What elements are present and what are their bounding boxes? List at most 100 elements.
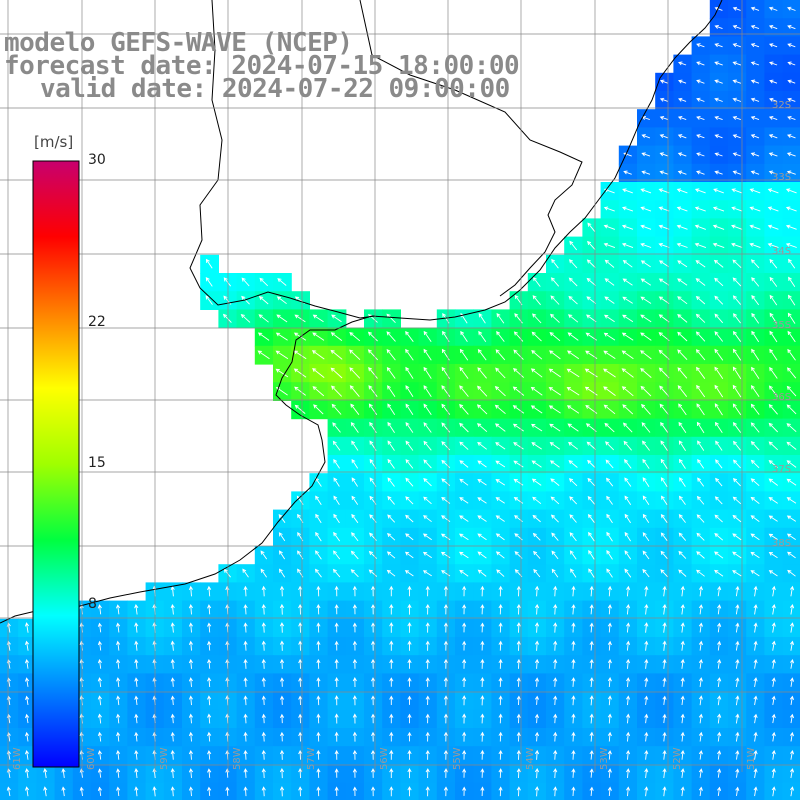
wind-arrow (441, 515, 451, 522)
wind-arrow (259, 277, 269, 287)
wind-cell (782, 436, 800, 456)
wind-arrow (769, 348, 778, 361)
wind-arrow (696, 403, 705, 416)
wind-arrow (732, 79, 742, 84)
wind-arrow (732, 115, 741, 121)
wind-arrow (496, 569, 505, 577)
wind-arrow (750, 97, 760, 102)
wind-arrow (624, 513, 631, 524)
wind-arrow (717, 786, 722, 796)
wind-arrow (516, 658, 521, 669)
wind-arrow (170, 640, 175, 651)
wind-arrow (24, 677, 30, 687)
wind-arrow (732, 43, 741, 48)
wind-arrow (624, 459, 632, 469)
wind-arrow (407, 695, 412, 705)
wind-arrow (261, 640, 266, 651)
wind-arrow (97, 768, 102, 778)
colorbar-unit: [m/s] (34, 133, 74, 151)
wind-arrow (604, 422, 615, 433)
wind-arrow (315, 531, 322, 542)
wind-arrow (551, 568, 559, 578)
wind-arrow (425, 585, 430, 597)
wind-arrow (513, 460, 524, 468)
wind-arrow (732, 295, 742, 305)
wind-arrow (644, 786, 649, 797)
wind-arrow (698, 658, 703, 669)
wind-arrow (676, 224, 688, 230)
wind-arrow (513, 478, 524, 486)
wind-arrow (350, 403, 360, 415)
wind-arrow (753, 585, 758, 597)
wind-arrow (714, 295, 724, 305)
wind-arrow (662, 677, 667, 687)
wind-arrow (712, 224, 725, 230)
wind-arrow (771, 658, 776, 669)
wind-arrow (714, 61, 723, 66)
wind-arrow (548, 368, 561, 378)
wind-arrow (626, 640, 631, 651)
wind-arrow (696, 115, 705, 121)
valid-date: valid date: 2024-07-22 09:00:00 (40, 74, 510, 104)
wind-arrow (389, 695, 394, 705)
wind-arrow (459, 497, 469, 504)
longitude-label: 60W (86, 747, 97, 770)
wind-arrow (407, 731, 412, 742)
wind-arrow (640, 332, 652, 341)
wind-arrow (751, 312, 760, 324)
wind-arrow (333, 550, 341, 560)
wind-arrow (352, 749, 357, 760)
wind-arrow (116, 786, 121, 797)
wind-arrow (352, 713, 357, 724)
wind-arrow (589, 658, 594, 669)
wind-arrow (607, 731, 612, 742)
wind-arrow (243, 604, 248, 615)
wind-arrow (698, 731, 703, 742)
wind-arrow (696, 79, 705, 84)
wind-arrow (495, 497, 505, 504)
wind-arrow (553, 603, 558, 615)
wind-arrow (640, 314, 652, 323)
wind-arrow (334, 768, 339, 778)
wind-arrow (696, 514, 705, 523)
wind-arrow (134, 786, 139, 797)
wind-arrow (768, 552, 778, 559)
wind-arrow (334, 622, 339, 633)
wind-arrow (352, 640, 357, 651)
wind-arrow (658, 206, 670, 212)
wind-arrow (626, 677, 631, 687)
wind-arrow (623, 170, 632, 175)
wind-arrow (626, 604, 631, 615)
wind-arrow (315, 495, 322, 505)
wind-arrow (441, 441, 451, 451)
wind-arrow (589, 786, 594, 796)
wind-arrow (606, 568, 613, 578)
wind-arrow (371, 749, 376, 760)
wind-arrow (371, 768, 376, 778)
wind-arrow (423, 422, 432, 433)
wind-arrow (423, 496, 432, 505)
wind-arrow (423, 440, 432, 451)
wind-arrow (425, 640, 430, 651)
wind-arrow (495, 478, 506, 486)
wind-arrow (641, 170, 651, 175)
wind-arrow (603, 242, 616, 249)
wind-arrow (732, 533, 742, 541)
wind-arrow (222, 313, 232, 323)
wind-arrow (443, 585, 448, 597)
wind-arrow (771, 603, 776, 615)
wind-arrow (644, 658, 649, 669)
wind-arrow (243, 585, 248, 597)
wind-arrow (294, 386, 306, 396)
wind-arrow (314, 568, 322, 578)
wind-arrow (498, 695, 503, 706)
wind-arrow (698, 604, 704, 615)
wind-arrow (621, 386, 634, 397)
wind-arrow (695, 278, 706, 286)
wind-arrow (371, 677, 376, 687)
wind-arrow (787, 367, 797, 379)
wind-arrow (640, 367, 652, 378)
wind-arrow (604, 314, 615, 323)
wind-arrow (549, 442, 561, 450)
wind-arrow (750, 403, 760, 415)
